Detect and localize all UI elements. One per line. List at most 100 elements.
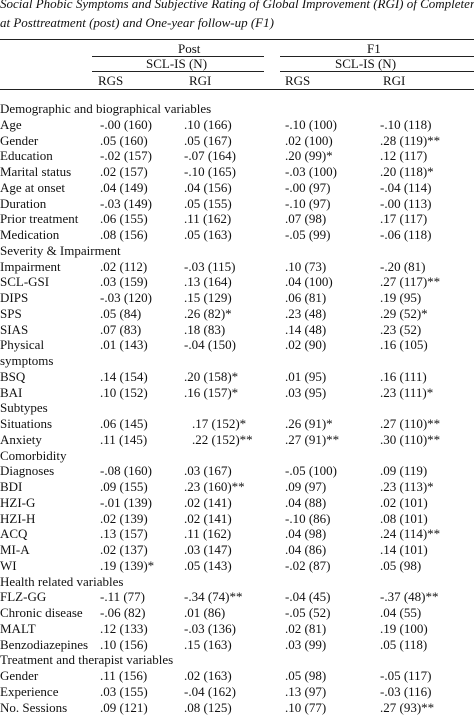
cell-rgi-f1: .27 (110)** xyxy=(380,416,440,432)
cell-rgi-f1: .09 (119) xyxy=(380,463,427,479)
cell-rgs-post: -.02 (157) xyxy=(100,148,152,164)
row-label: Gender xyxy=(0,668,38,684)
cell-rgs-post: -.03 (149) xyxy=(100,196,152,212)
cell-rgi-f1: .05 (118) xyxy=(380,637,427,653)
cell-rgi-post: -.03 (136) xyxy=(184,621,236,637)
table-caption: Social Phobic Symptoms and Subjective Ra… xyxy=(0,0,474,32)
section-header-row: Severity & Impairment xyxy=(0,243,474,259)
cell-rgs-f1: -.10 (97) xyxy=(285,196,331,212)
row-label: Duration xyxy=(0,196,46,212)
cell-rgs-f1: .10 (73) xyxy=(285,259,326,275)
cell-rgs-f1: .05 (98) xyxy=(285,668,326,684)
section-label: Health related variables xyxy=(0,574,123,590)
cell-rgi-post: .13 (164) xyxy=(184,274,232,290)
cell-rgi-post: .05 (155) xyxy=(184,196,232,212)
cell-rgi-f1: -.10 (118) xyxy=(380,117,432,133)
cell-rgs-f1: .04 (86) xyxy=(285,542,326,558)
table-row: No. Sessions.09 (121).08 (125).10 (77).2… xyxy=(0,700,474,715)
cell-rgs-post: .02 (157) xyxy=(100,164,148,180)
cell-rgs-f1: -.10 (100) xyxy=(285,117,337,133)
cell-rgs-f1: .14 (48) xyxy=(285,322,326,338)
header-scl-post: SCL-IS (N) xyxy=(146,56,207,72)
cell-rgs-post: .02 (139) xyxy=(100,511,148,527)
header-rgi-f1: RGI xyxy=(383,73,405,89)
cell-rgi-post: .23 (160)** xyxy=(184,479,245,495)
cell-rgs-f1: -.05 (99) xyxy=(285,227,331,243)
cell-rgs-post: -.06 (82) xyxy=(100,605,146,621)
row-label: Marital status xyxy=(0,164,71,180)
cell-rgs-f1: .04 (98) xyxy=(285,526,326,542)
cell-rgi-post: -.04 (162) xyxy=(184,684,236,700)
row-label: Chronic disease xyxy=(0,605,83,621)
row-label: BAI xyxy=(0,385,22,401)
cell-rgs-post: .10 (152) xyxy=(100,385,148,401)
cell-rgs-post: .02 (137) xyxy=(100,542,148,558)
cell-rgi-post: .05 (163) xyxy=(184,227,232,243)
caption-line-1: Social Phobic Symptoms and Subjective Ra… xyxy=(0,0,474,13)
header-bottom-rule xyxy=(0,89,474,90)
cell-rgi-post: .26 (82)* xyxy=(184,306,232,322)
cell-rgi-post: .15 (163) xyxy=(184,637,232,653)
cell-rgs-post: .03 (155) xyxy=(100,684,148,700)
row-label: Experience xyxy=(0,684,58,700)
cell-rgs-f1: -.05 (52) xyxy=(285,605,331,621)
cell-rgi-f1: -.05 (117) xyxy=(380,668,432,684)
table-row: HZI-G-.01 (139).02 (141).04 (88).02 (101… xyxy=(0,495,474,511)
cell-rgs-post: .11 (156) xyxy=(100,668,147,684)
cell-rgs-post: .05 (84) xyxy=(100,306,141,322)
row-label: BDI xyxy=(0,479,22,495)
section-label: symptoms xyxy=(0,353,53,369)
cell-rgi-f1: -.00 (113) xyxy=(380,196,432,212)
cell-rgi-f1: .30 (110)** xyxy=(380,432,440,448)
cell-rgs-post: .14 (154) xyxy=(100,369,148,385)
cell-rgi-f1: .16 (111) xyxy=(380,369,427,385)
cell-rgs-f1: .26 (91)* xyxy=(285,416,333,432)
section-header-row: Treatment and therapist variables xyxy=(0,652,474,668)
header-rgs-f1: RGS xyxy=(285,73,310,89)
cell-rgs-post: -.00 (160) xyxy=(100,117,152,133)
cell-rgs-f1: .23 (48) xyxy=(285,306,326,322)
scl-f1-rule xyxy=(280,71,474,72)
cell-rgs-post: -.11 (77) xyxy=(100,589,145,605)
table-row: MALT.12 (133)-.03 (136).02 (81).19 (100) xyxy=(0,621,474,637)
cell-rgs-f1: .07 (98) xyxy=(285,211,326,227)
table-row: MI-A.02 (137).03 (147).04 (86).14 (101) xyxy=(0,542,474,558)
row-label: SPS xyxy=(0,306,22,322)
cell-rgs-post: .06 (155) xyxy=(100,211,148,227)
table-row: Prior treatment.06 (155).11 (162).07 (98… xyxy=(0,211,474,227)
cell-rgs-f1: .13 (97) xyxy=(285,684,326,700)
section-label: Demographic and biographical variables xyxy=(0,101,211,117)
scl-post-rule xyxy=(92,71,264,72)
cell-rgi-post: .04 (156) xyxy=(184,180,232,196)
cell-rgi-post: .03 (147) xyxy=(184,542,232,558)
cell-rgi-post: .11 (162) xyxy=(184,211,231,227)
table-row: Age at onset.04 (149).04 (156)-.00 (97)-… xyxy=(0,180,474,196)
cell-rgi-post: .02 (141) xyxy=(184,495,232,511)
cell-rgi-f1: .17 (117) xyxy=(380,211,427,227)
cell-rgi-post: .11 (162) xyxy=(184,526,231,542)
cell-rgs-f1: .03 (99) xyxy=(285,637,326,653)
table-row: Impairment.02 (112)-.03 (115).10 (73)-.2… xyxy=(0,259,474,275)
cell-rgi-f1: .05 (98) xyxy=(380,558,421,574)
cell-rgi-f1: .16 (105) xyxy=(380,337,428,353)
cell-rgi-post: .05 (167) xyxy=(184,133,232,149)
table-row: Experience.03 (155)-.04 (162).13 (97)-.0… xyxy=(0,684,474,700)
section-label: Severity & Impairment xyxy=(0,243,121,259)
cell-rgi-post: .03 (167) xyxy=(184,463,232,479)
cell-rgs-post: .13 (157) xyxy=(100,526,148,542)
cell-rgs-post: -.03 (120) xyxy=(100,290,152,306)
table-row: Gender.05 (160).05 (167).02 (100).28 (11… xyxy=(0,133,474,149)
table-row: Situations.06 (145).17 (152)*.26 (91)*.2… xyxy=(0,416,474,432)
cell-rgs-f1: -.02 (87) xyxy=(285,558,331,574)
row-label: ACQ xyxy=(0,526,27,542)
cell-rgi-post: .16 (157)* xyxy=(184,385,238,401)
cell-rgi-f1: .28 (119)** xyxy=(380,133,440,149)
cell-rgs-f1: .06 (81) xyxy=(285,290,326,306)
table-row: Age-.00 (160).10 (166)-.10 (100)-.10 (11… xyxy=(0,117,474,133)
row-label: Benzodiazepines xyxy=(0,637,88,653)
cell-rgs-f1: .01 (95) xyxy=(285,369,326,385)
cell-rgi-f1: .23 (52) xyxy=(380,322,421,338)
cell-rgi-f1: .12 (117) xyxy=(380,148,427,164)
header-rgs-post: RGS xyxy=(98,73,123,89)
